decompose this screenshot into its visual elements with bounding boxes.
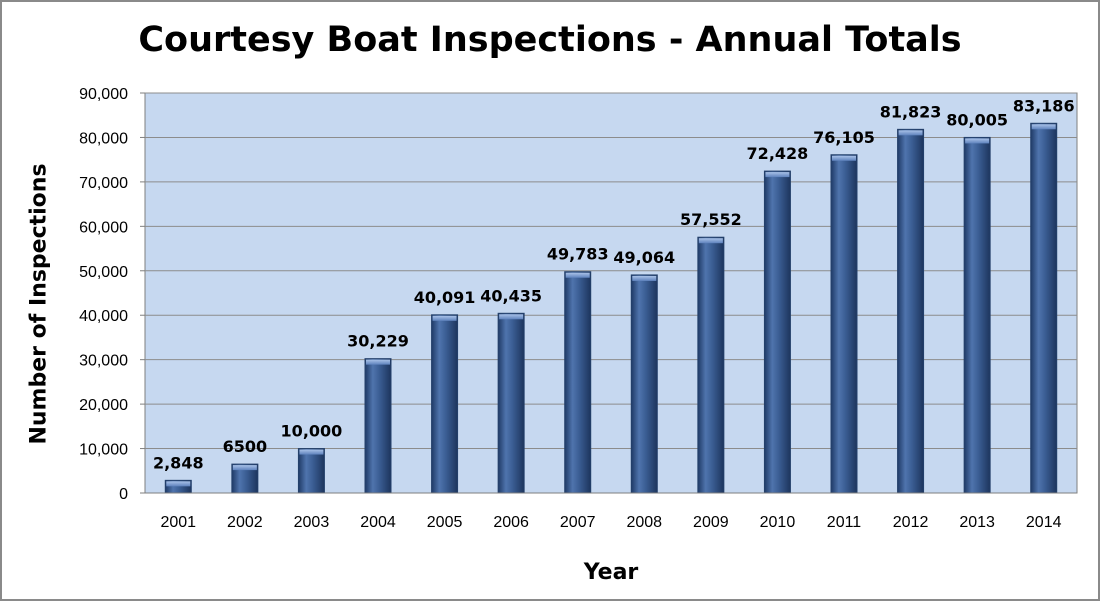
y-tick-label: 10,000 (79, 442, 128, 459)
x-tick-label: 2006 (493, 514, 529, 531)
y-tick-label: 80,000 (79, 130, 128, 147)
bar (564, 271, 592, 494)
data-label: 81,823 (880, 102, 942, 121)
x-tick-label: 2010 (760, 514, 796, 531)
x-tick-label: 2012 (893, 514, 929, 531)
data-label: 40,091 (414, 288, 476, 307)
y-tick-label: 90,000 (79, 86, 128, 103)
x-tick-label: 2004 (360, 514, 396, 531)
bar (830, 154, 858, 494)
data-label: 76,105 (813, 128, 875, 147)
x-tick-label: 2007 (560, 514, 596, 531)
y-tick-label: 20,000 (79, 397, 128, 414)
x-axis-title: Year (583, 560, 639, 585)
x-tick-label: 2008 (626, 514, 662, 531)
bar-cap (1031, 124, 1056, 130)
bar (697, 236, 725, 494)
bar (963, 136, 991, 494)
data-label: 83,186 (1013, 96, 1075, 115)
data-label: 6500 (223, 437, 268, 456)
x-tick-label: 2013 (959, 514, 995, 531)
bar-cap (499, 314, 524, 320)
bar-cap (166, 481, 191, 487)
bar-cap (232, 465, 257, 471)
x-tick-label: 2014 (1026, 514, 1062, 531)
bar-cap (565, 272, 590, 278)
bar-cap (898, 130, 923, 136)
data-label: 30,229 (347, 332, 409, 351)
data-label: 72,428 (747, 144, 809, 163)
bar (1030, 122, 1058, 494)
bar (297, 448, 325, 494)
x-tick-label: 2011 (827, 514, 862, 531)
bar (630, 274, 658, 494)
x-tick-label: 2005 (427, 514, 463, 531)
x-tick-label: 2003 (294, 514, 330, 531)
data-label: 40,435 (480, 286, 542, 305)
y-tick-label: 40,000 (79, 308, 128, 325)
bar (364, 358, 392, 494)
y-tick-label: 30,000 (79, 353, 128, 370)
bar-cap (299, 449, 324, 455)
data-label: 2,848 (153, 453, 204, 472)
data-label: 57,552 (680, 210, 742, 229)
y-tick-label: 70,000 (79, 175, 128, 192)
x-tick-label: 2001 (160, 514, 196, 531)
bar-cap (698, 238, 723, 244)
bar-cap (965, 138, 990, 144)
bar (431, 314, 459, 494)
bar-cap (366, 359, 390, 365)
y-tick-label: 0 (119, 486, 128, 503)
data-label: 10,000 (281, 422, 343, 441)
bar-cap (632, 275, 657, 281)
x-tick-label: 2009 (693, 514, 729, 531)
chart-title: Courtesy Boat Inspections - Annual Total… (138, 20, 962, 60)
y-tick-label: 50,000 (79, 264, 128, 281)
y-tick-label: 60,000 (79, 219, 128, 236)
bar-cap (832, 155, 856, 161)
bar-cap (765, 172, 790, 178)
data-label: 49,783 (547, 245, 609, 264)
data-label: 49,064 (613, 248, 675, 267)
bar (897, 128, 925, 494)
x-tick-label: 2002 (227, 514, 263, 531)
bar (763, 170, 791, 494)
bar-cap (432, 315, 457, 321)
data-label: 80,005 (946, 110, 1008, 129)
bar (497, 312, 525, 494)
